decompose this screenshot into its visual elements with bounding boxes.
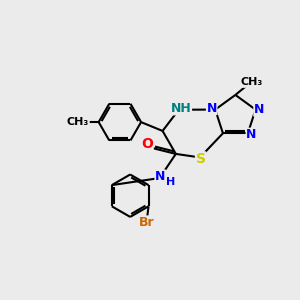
Text: CH₃: CH₃ — [67, 117, 89, 127]
Text: N: N — [206, 102, 217, 115]
Text: H: H — [166, 177, 176, 187]
Text: Br: Br — [139, 216, 155, 229]
Text: N: N — [246, 128, 256, 141]
Text: NH: NH — [171, 102, 191, 115]
Text: N: N — [254, 103, 264, 116]
Text: O: O — [141, 137, 153, 151]
Text: CH₃: CH₃ — [241, 77, 263, 87]
Text: N: N — [155, 170, 165, 183]
Text: S: S — [196, 152, 206, 166]
